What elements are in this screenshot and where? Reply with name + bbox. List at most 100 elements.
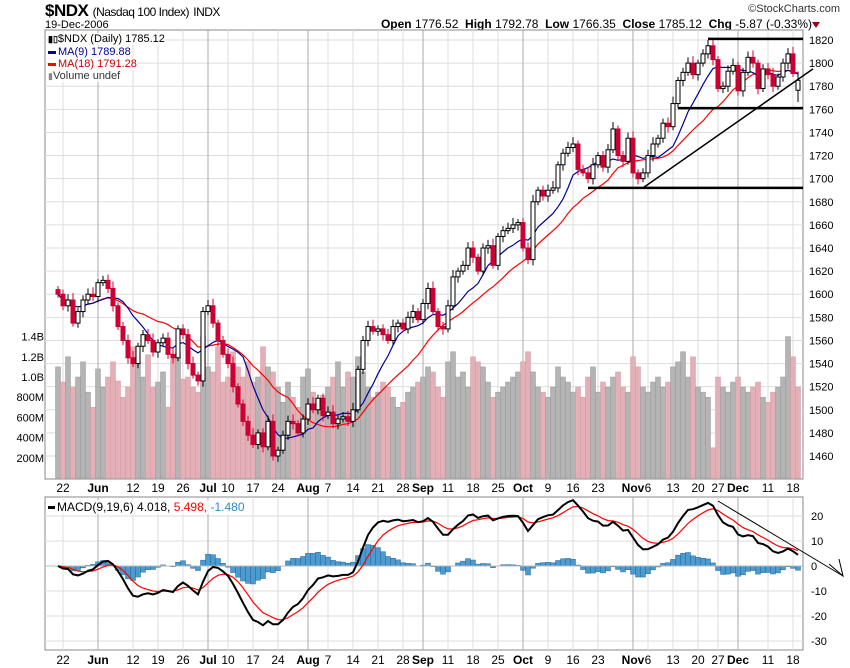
- candle-body: [180, 328, 186, 336]
- date-tick-label: Dec: [727, 481, 749, 495]
- candle-body: [770, 74, 776, 87]
- macd-histogram-bar: [525, 565, 531, 576]
- candle-body: [610, 128, 616, 151]
- date-tick-label: 10: [221, 481, 235, 495]
- date-tick-label: 26: [176, 653, 190, 667]
- volume-bar: [115, 380, 121, 479]
- macd-histogram-bar: [540, 562, 546, 567]
- candle-body: [215, 322, 221, 341]
- date-tick-label: 24: [271, 653, 285, 667]
- macd-panel: [44, 496, 804, 651]
- volume-bar: [455, 376, 461, 479]
- volume-bar: [225, 376, 231, 479]
- macd-histogram-bar: [720, 565, 726, 575]
- candle-body: [660, 122, 666, 139]
- volume-bar: [470, 356, 476, 479]
- candle-body: [285, 420, 291, 436]
- volume-bar: [135, 361, 141, 479]
- volume-bar: [545, 396, 551, 479]
- candle-body: [155, 342, 161, 353]
- candle-body: [185, 334, 191, 365]
- macd-trendline: [717, 500, 844, 577]
- candle-body: [615, 128, 621, 157]
- macd-histogram-bar: [350, 561, 356, 567]
- candle-body: [735, 64, 741, 92]
- volume-bar: [485, 381, 491, 479]
- macd-histogram-bar: [685, 552, 691, 567]
- volume-bar: [600, 381, 606, 479]
- candle-body: [785, 53, 791, 64]
- macd-histogram-bar: [175, 561, 181, 567]
- volume-bar: [390, 396, 396, 479]
- date-tick-label: 25: [491, 481, 505, 495]
- volume-tick-label: 1.0B: [21, 372, 44, 384]
- date-tick-label: 17: [246, 481, 260, 495]
- macd-histogram-bar: [465, 558, 471, 567]
- date-tick-label: Aug: [296, 481, 319, 495]
- volume-bar: [490, 396, 496, 479]
- volume-bar: [175, 351, 181, 479]
- date-tick-label: 26: [176, 481, 190, 495]
- candle-body: [565, 146, 571, 154]
- macd-histogram-bar: [440, 565, 446, 575]
- candle-body: [575, 143, 581, 170]
- volume-bar: [765, 402, 771, 479]
- candle-body: [265, 420, 271, 448]
- macd-histogram-bar: [605, 565, 611, 572]
- low-value: 1766.35: [572, 17, 616, 31]
- macd-histogram-bar: [670, 559, 676, 567]
- macd-histogram-bar: [215, 558, 221, 567]
- macd-histogram-bar: [570, 558, 576, 567]
- candle-body: [175, 328, 181, 359]
- volume-bar: [750, 386, 756, 479]
- volume-bar: [190, 386, 196, 479]
- candle-body: [460, 264, 466, 272]
- volume-bar: [325, 386, 331, 479]
- macd-histogram-bar: [680, 552, 686, 567]
- macd-histogram-bar: [760, 565, 766, 573]
- macd-histogram-bar: [545, 562, 551, 567]
- volume-bar: [445, 361, 451, 479]
- volume-bar: [590, 366, 596, 479]
- volume-bar: [755, 381, 761, 479]
- date-tick-label: 18: [786, 653, 800, 667]
- volume-bar: [640, 386, 646, 479]
- macd-histogram-bar: [320, 555, 326, 567]
- date-tick-label: Nov: [622, 653, 645, 667]
- volume-bar: [370, 396, 376, 479]
- ohlc-summary: Open 1776.52 High 1792.78 Low 1766.35 Cl…: [381, 17, 812, 31]
- volume-bar: [570, 391, 576, 479]
- candle-body: [720, 85, 726, 90]
- macd-histogram-bar: [380, 551, 386, 567]
- volume-bar: [720, 386, 726, 479]
- candle-body: [655, 137, 661, 145]
- symbol: $NDX: [45, 1, 89, 20]
- candle-body: [205, 305, 211, 313]
- candle-body: [85, 293, 91, 301]
- candle-body: [315, 397, 321, 411]
- price-tick-label: 1480: [809, 428, 833, 440]
- candle-body: [470, 247, 476, 258]
- macd-line: [57, 499, 799, 627]
- date-tick-label: 13: [666, 653, 680, 667]
- macd-histogram-bar: [255, 565, 261, 581]
- candle-body: [630, 137, 636, 174]
- legend-price: ▮▯$NDX (Daily) 1785.12: [48, 33, 165, 45]
- macd-histogram-bar: [150, 565, 156, 570]
- candle-body: [250, 434, 256, 445]
- date-tick-label: 11: [762, 481, 775, 495]
- candle-body: [525, 247, 531, 261]
- volume-bar: [165, 407, 171, 479]
- volume-bar: [410, 386, 416, 479]
- date-tick-label: 11: [442, 653, 455, 667]
- volume-bar: [480, 366, 486, 479]
- candle-body: [130, 357, 136, 365]
- volume-bar: [295, 407, 301, 479]
- volume-bar: [675, 361, 681, 479]
- macd-value: 4.018,: [137, 500, 171, 514]
- date-tick-label: 6: [645, 481, 652, 495]
- macd-histogram-bar: [395, 559, 401, 567]
- volume-bar: [90, 407, 96, 479]
- macd-histogram-bar: [295, 558, 301, 567]
- volume-bar: [360, 371, 366, 479]
